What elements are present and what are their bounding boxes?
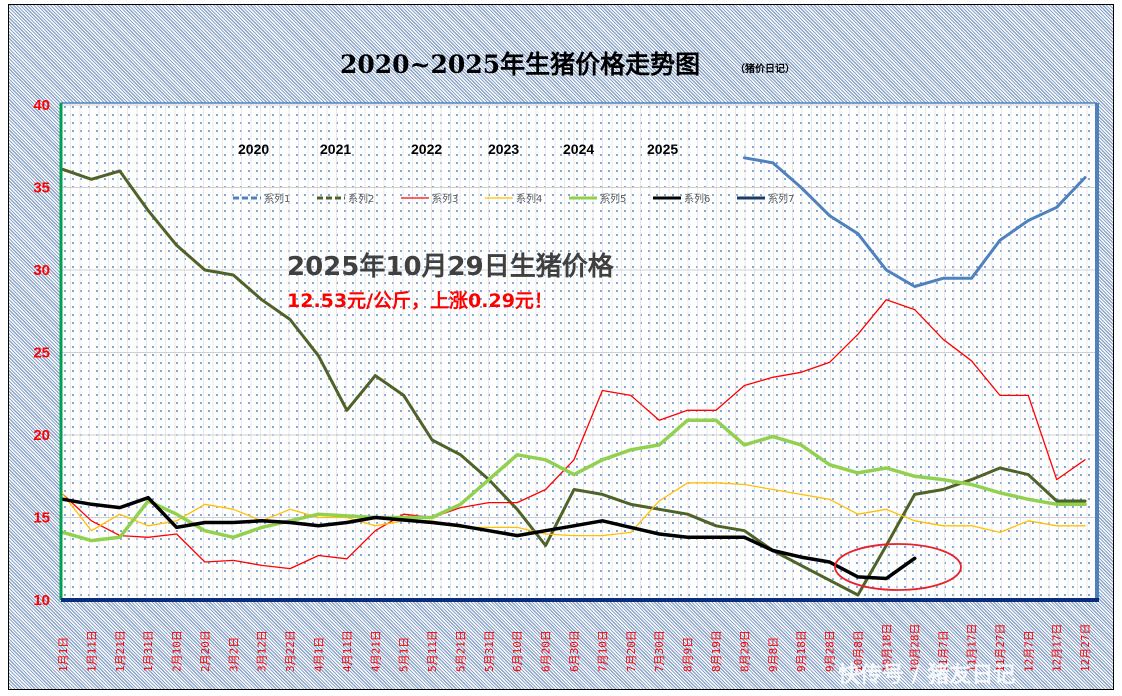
x-tick-label: 1月21日 bbox=[114, 630, 127, 672]
x-tick-label: 11月7日 bbox=[937, 630, 950, 672]
x-tick-label: 3月22日 bbox=[284, 630, 297, 672]
x-tick-label: 1月1日 bbox=[57, 637, 70, 672]
legend-label: 系列1 bbox=[264, 192, 290, 205]
legend-label: 系列4 bbox=[516, 192, 542, 205]
x-tick-label: 7月20日 bbox=[625, 630, 638, 672]
x-tick-label: 3月2日 bbox=[227, 637, 240, 672]
x-tick-label: 5月1日 bbox=[398, 637, 411, 672]
y-tick-label: 40 bbox=[33, 97, 50, 114]
x-tick-label: 4月21日 bbox=[369, 630, 382, 672]
chart-subtitle: （猪价日记） bbox=[735, 62, 795, 75]
y-tick-label: 35 bbox=[33, 180, 50, 197]
watermark: 快传号 / 猪友日记 bbox=[838, 662, 1015, 688]
y-tick-label: 30 bbox=[33, 262, 50, 279]
year-label: 2024 bbox=[563, 141, 594, 157]
year-label: 2025 bbox=[647, 141, 678, 157]
x-tick-label: 1月31日 bbox=[142, 630, 155, 672]
y-tick-label: 20 bbox=[33, 427, 50, 444]
annotation-detail: 12.53元/公斤，上涨0.29元！ bbox=[287, 290, 553, 312]
x-tick-label: 7月30日 bbox=[653, 630, 666, 672]
y-axis-ticks: 10 15 20 25 30 35 40 bbox=[33, 97, 50, 609]
x-axis-ticks: 1月1日 1月11日 1月21日 1月31日 2月10日 2月20日 3月2日 3月12日 3月… bbox=[57, 624, 1092, 673]
x-tick-label: 5月31日 bbox=[483, 630, 496, 672]
x-tick-label: 8月9日 bbox=[682, 637, 695, 672]
plot-area bbox=[61, 103, 1096, 599]
x-tick-label: 5月21日 bbox=[454, 630, 467, 672]
x-tick-label: 1月11日 bbox=[85, 630, 98, 672]
highlight-ellipse bbox=[834, 543, 962, 591]
x-tick-label: 6月10日 bbox=[511, 630, 524, 672]
legend-item: 系列5 bbox=[569, 192, 626, 205]
legend: 系列1 系列2 系列3 系列4 系列5 系列6 系列7 bbox=[233, 192, 794, 205]
x-tick-label: 10月8日 bbox=[852, 630, 865, 672]
x-tick-label: 12月27日 bbox=[1079, 624, 1092, 673]
legend-item: 系列6 bbox=[653, 192, 710, 205]
series-line-4 bbox=[62, 482, 1086, 537]
x-tick-label: 12月17日 bbox=[1051, 624, 1064, 673]
x-tick-label: 12月7日 bbox=[1022, 630, 1035, 672]
year-label: 2020 bbox=[238, 141, 269, 157]
x-tick-label: 6月30日 bbox=[568, 630, 581, 672]
series-line-3 bbox=[62, 299, 1086, 570]
x-tick-label: 9月28日 bbox=[824, 630, 837, 672]
legend-item: 系列4 bbox=[485, 192, 542, 205]
x-tick-label: 10月28日 bbox=[909, 624, 922, 673]
x-tick-label: 6月20日 bbox=[540, 630, 553, 672]
x-tick-label: 8月19日 bbox=[710, 630, 723, 672]
legend-item: 系列7 bbox=[737, 192, 794, 205]
legend-label: 系列7 bbox=[768, 192, 794, 205]
series-lines bbox=[61, 156, 1087, 597]
x-tick-label: 5月11日 bbox=[426, 630, 439, 672]
chart-title: 2020~2025年生猪价格走势图 bbox=[340, 50, 700, 79]
year-label: 2021 bbox=[320, 141, 351, 157]
year-labels: 2020 2021 2022 2023 2024 2025 bbox=[238, 141, 678, 157]
legend-item: 系列1 bbox=[233, 192, 290, 205]
x-tick-label: 2月10日 bbox=[171, 630, 184, 672]
year-label: 2022 bbox=[411, 141, 442, 157]
legend-label: 系列5 bbox=[600, 192, 626, 205]
x-tick-label: 8月29日 bbox=[738, 630, 751, 672]
x-tick-label: 9月18日 bbox=[795, 630, 808, 672]
legend-item: 系列2 bbox=[317, 192, 374, 205]
x-tick-label: 4月1日 bbox=[313, 637, 326, 672]
legend-label: 系列2 bbox=[348, 192, 374, 205]
x-tick-label: 11月17日 bbox=[965, 624, 978, 673]
series-line-1 bbox=[742, 156, 1087, 288]
legend-item: 系列3 bbox=[401, 192, 458, 205]
x-tick-label: 11月27日 bbox=[994, 624, 1007, 673]
annotation-headline: 2025年10月29日生猪价格 bbox=[287, 251, 615, 282]
legend-label: 系列3 bbox=[432, 192, 458, 205]
year-label: 2023 bbox=[488, 141, 519, 157]
y-tick-label: 10 bbox=[33, 592, 50, 609]
legend-label: 系列6 bbox=[684, 192, 710, 205]
y-tick-label: 25 bbox=[33, 345, 50, 362]
series-line-2 bbox=[61, 167, 1087, 597]
x-tick-label: 9月8日 bbox=[767, 637, 780, 672]
x-tick-label: 7月10日 bbox=[596, 630, 609, 672]
x-tick-label: 10月18日 bbox=[880, 624, 893, 673]
series-line-5 bbox=[61, 418, 1087, 543]
x-tick-label: 4月11日 bbox=[341, 630, 354, 672]
x-tick-label: 2月20日 bbox=[199, 630, 212, 672]
x-tick-label: 3月12日 bbox=[256, 630, 269, 672]
series-line-6 bbox=[61, 495, 917, 581]
y-tick-label: 15 bbox=[33, 510, 50, 527]
